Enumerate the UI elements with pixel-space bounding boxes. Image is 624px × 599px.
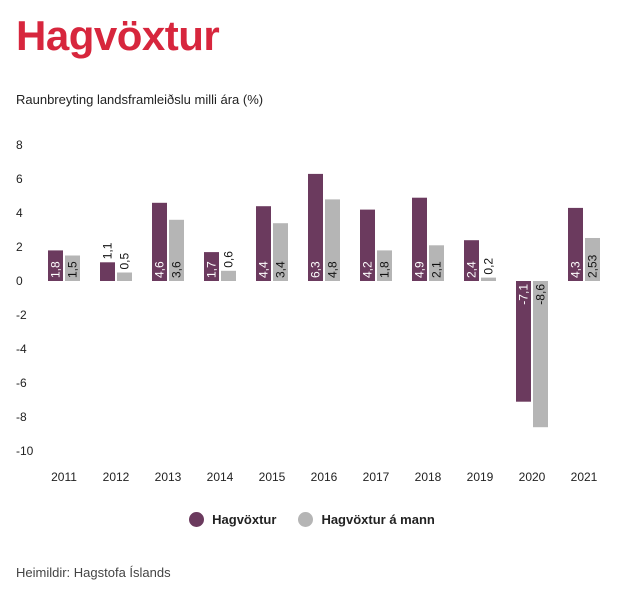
- y-tick-label: -10: [16, 444, 34, 458]
- x-tick-label: 2018: [415, 470, 442, 484]
- y-tick-label: -4: [16, 342, 27, 356]
- data-label: 2,53: [586, 254, 600, 278]
- data-label: 4,6: [153, 261, 167, 278]
- data-label: 4,4: [257, 261, 271, 278]
- x-tick-label: 2020: [519, 470, 546, 484]
- bar-hagvoxtur-a-mann: [325, 199, 340, 281]
- legend-label-hagvoxtur: Hagvöxtur: [212, 512, 277, 527]
- data-label: 0,6: [222, 251, 236, 268]
- data-label: 1,7: [205, 261, 219, 278]
- x-tick-label: 2016: [311, 470, 338, 484]
- data-label: -8,6: [534, 284, 548, 305]
- chart-title: Hagvöxtur: [16, 12, 220, 59]
- data-label: 6,3: [309, 261, 323, 278]
- bar-hagvoxtur: [256, 206, 271, 281]
- bar-hagvoxtur-a-mann: [273, 223, 288, 281]
- legend-swatch-hagvoxtur: [189, 512, 205, 527]
- data-label: 2,4: [465, 261, 479, 278]
- data-label: 2,1: [430, 261, 444, 278]
- legend-item-hagvoxtur-a-mann: Hagvöxtur á mann: [298, 512, 435, 527]
- y-tick-label: 2: [16, 240, 23, 254]
- data-label: 4,8: [326, 261, 340, 278]
- bar-hagvoxtur: [516, 281, 531, 402]
- x-tick-label: 2021: [571, 470, 598, 484]
- bar-hagvoxtur-a-mann: [429, 245, 444, 281]
- legend: Hagvöxtur Hagvöxtur á mann: [0, 512, 624, 527]
- bar-hagvoxtur-a-mann: [585, 237, 600, 281]
- bar-hagvoxtur-a-mann: [65, 255, 80, 281]
- y-tick-label: 0: [16, 274, 23, 288]
- x-tick-label: 2013: [155, 470, 182, 484]
- data-label: 1,1: [101, 242, 115, 259]
- bar-hagvoxtur-a-mann: [169, 219, 184, 281]
- y-tick-label: 4: [16, 206, 23, 220]
- data-label: 1,8: [49, 261, 63, 278]
- data-label: 3,6: [170, 261, 184, 278]
- bar-hagvoxtur: [308, 173, 323, 281]
- data-label: -7,1: [517, 284, 531, 305]
- x-tick-label: 2014: [207, 470, 234, 484]
- data-label: 3,4: [274, 261, 288, 278]
- y-tick-label: -2: [16, 308, 27, 322]
- x-tick-label: 2015: [259, 470, 286, 484]
- data-label: 1,8: [378, 261, 392, 278]
- bar-hagvoxtur: [152, 202, 167, 281]
- bar-hagvoxtur: [100, 262, 115, 281]
- bar-hagvoxtur: [568, 207, 583, 281]
- data-label: 0,2: [482, 258, 496, 275]
- data-label: 4,9: [413, 261, 427, 278]
- x-tick-label: 2011: [51, 470, 77, 484]
- x-tick-label: 2019: [467, 470, 494, 484]
- source-note: Heimildir: Hagstofa Íslands: [16, 565, 171, 580]
- x-tick-label: 2017: [363, 470, 390, 484]
- legend-item-hagvoxtur: Hagvöxtur: [189, 512, 276, 527]
- x-tick-label: 2012: [103, 470, 130, 484]
- y-tick-label: 6: [16, 172, 23, 186]
- bar-hagvoxtur-a-mann: [221, 270, 236, 281]
- bar-hagvoxtur: [464, 240, 479, 281]
- bar-hagvoxtur-a-mann: [377, 250, 392, 281]
- bar-hagvoxtur-a-mann: [117, 272, 132, 281]
- data-label: 0,5: [118, 252, 132, 269]
- data-label: 4,2: [361, 261, 375, 278]
- data-label: 4,3: [569, 261, 583, 278]
- y-tick-label: 8: [16, 138, 23, 152]
- legend-swatch-hagvoxtur-a-mann: [298, 512, 314, 527]
- bar-hagvoxtur: [204, 252, 219, 281]
- y-tick-label: -6: [16, 376, 27, 390]
- bar-hagvoxtur: [48, 250, 63, 281]
- bar-hagvoxtur-a-mann: [533, 281, 548, 428]
- y-tick-label: -8: [16, 410, 27, 424]
- data-label: 1,5: [66, 261, 80, 278]
- bar-hagvoxtur-a-mann: [481, 277, 496, 281]
- bar-hagvoxtur: [412, 197, 427, 281]
- legend-label-hagvoxtur-a-mann: Hagvöxtur á mann: [321, 512, 435, 527]
- bar-hagvoxtur: [360, 209, 375, 281]
- chart-subtitle: Raunbreyting landsframleiðslu milli ára …: [16, 92, 264, 107]
